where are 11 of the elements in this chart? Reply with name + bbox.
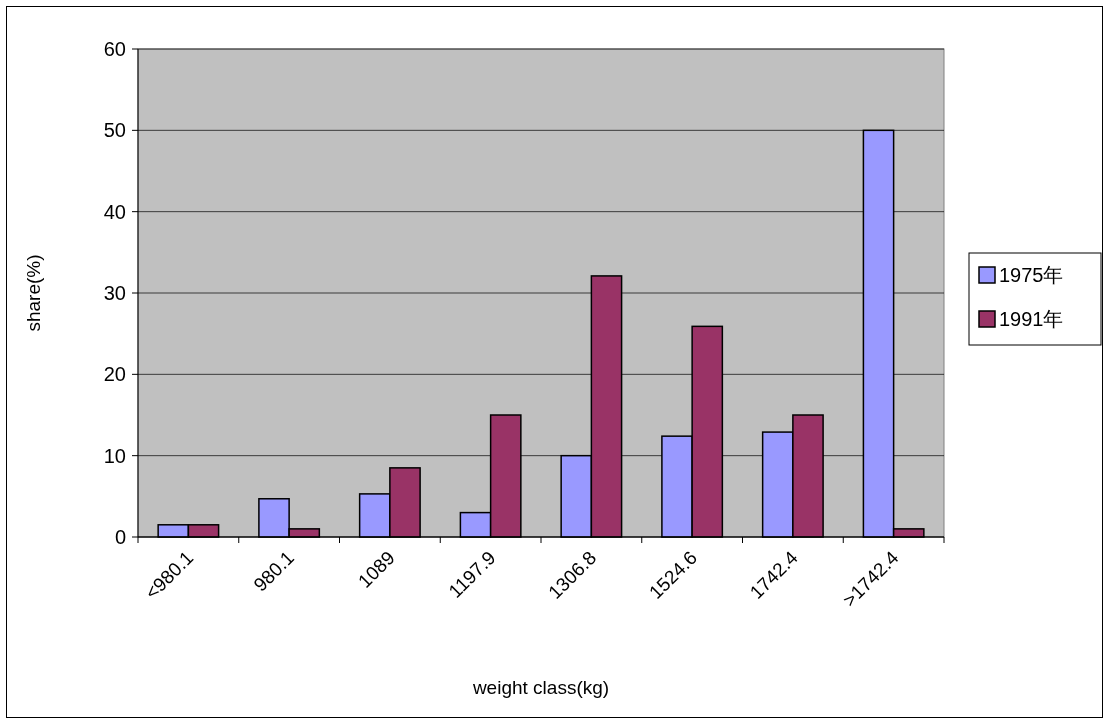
- legend-label: 1991年: [999, 308, 1064, 330]
- legend-label: 1975年: [999, 264, 1064, 286]
- y-tick-label: 60: [103, 38, 126, 60]
- y-tick-label: 40: [103, 200, 126, 223]
- x-axis-title: weight class(kg): [471, 677, 610, 698]
- y-tick-label: 10: [103, 444, 126, 467]
- y-tick-label: 0: [114, 526, 126, 548]
- y-tick-label: 30: [103, 282, 126, 304]
- y-tick-label: 20: [103, 363, 126, 386]
- y-tick-label: 50: [103, 119, 126, 142]
- y-axis-title: share(%): [23, 254, 44, 332]
